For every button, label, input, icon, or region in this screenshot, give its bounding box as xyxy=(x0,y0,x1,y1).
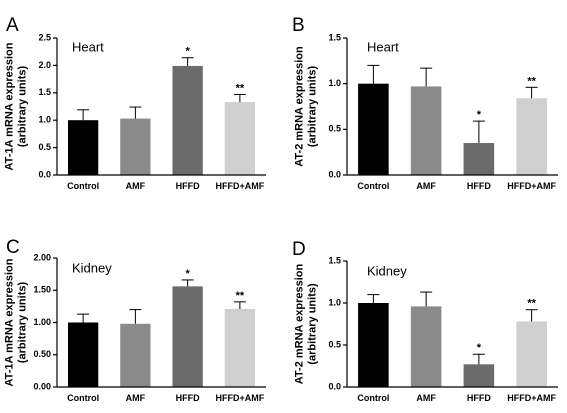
panel-letter: D xyxy=(292,239,306,260)
bar-hffd xyxy=(172,286,203,387)
x-tick-label: HFFD+AMF xyxy=(507,393,556,403)
x-tick-label: AMF xyxy=(416,393,436,403)
y-tick-label: 1.0 xyxy=(38,115,51,125)
bar-hffd xyxy=(172,65,203,175)
chart-title: Heart xyxy=(72,39,104,54)
chart-panel-b: B Heart AT-2 mRNA expression(arbitrary uni… xyxy=(292,15,558,191)
x-tick-label: AMF xyxy=(416,181,436,191)
y-axis-label: AT-1A mRNA expression(arbitrary units) xyxy=(4,42,29,170)
y-tick-label: 0.5 xyxy=(328,339,341,349)
x-tick-label: HFFD xyxy=(467,181,491,191)
x-tick-label: HFFD xyxy=(176,393,200,403)
y-tick-label: 1.5 xyxy=(38,87,51,97)
x-tick-label: Control xyxy=(67,393,99,403)
significance-marker: ** xyxy=(236,82,245,94)
significance-marker: ** xyxy=(527,298,536,310)
y-tick-label: 1.50 xyxy=(33,285,51,295)
bar-hffd-amf xyxy=(224,308,256,387)
y-tick-label: 1.0 xyxy=(328,297,341,307)
y-tick-label: 0.00 xyxy=(33,381,51,391)
bar-hffd-amf xyxy=(516,321,547,387)
bar-control xyxy=(67,120,99,175)
y-tick-label: 2.00 xyxy=(33,252,51,262)
bar-hffd xyxy=(463,143,495,175)
significance-marker: ** xyxy=(236,290,245,302)
significance-marker: ** xyxy=(527,75,536,87)
bar-amf xyxy=(120,323,151,387)
x-tick-label: HFFD+AMF xyxy=(507,181,556,191)
bar-amf xyxy=(410,306,442,387)
bar-amf xyxy=(120,118,151,175)
chart-title: Kidney xyxy=(367,263,407,278)
y-axis-label: AT-2 mRNA expression(arbitrary units) xyxy=(294,264,319,385)
panel-letter: C xyxy=(6,237,20,258)
chart-title: Kidney xyxy=(72,260,112,275)
y-tick-label: 1.5 xyxy=(328,32,341,42)
x-tick-label: HFFD xyxy=(467,393,491,403)
significance-marker: * xyxy=(477,109,482,121)
x-tick-label: AMF xyxy=(126,393,146,403)
y-axis-label: AT-1A mRNA expression(arbitrary units) xyxy=(4,258,29,386)
y-tick-label: 0.0 xyxy=(328,381,341,391)
panel-letter: A xyxy=(6,15,19,36)
bar-control xyxy=(67,322,99,387)
y-tick-label: 0.0 xyxy=(38,169,51,179)
x-tick-label: Control xyxy=(67,181,99,191)
y-tick-label: 2.0 xyxy=(38,60,51,70)
x-tick-label: Control xyxy=(357,181,389,191)
y-tick-label: 1.0 xyxy=(328,78,341,88)
y-tick-label: 0.0 xyxy=(328,169,341,179)
y-tick-label: 0.5 xyxy=(328,124,341,134)
x-tick-label: Control xyxy=(357,393,389,403)
y-tick-label: 1.5 xyxy=(328,255,341,265)
x-tick-label: HFFD xyxy=(176,181,200,191)
bar-hffd-amf xyxy=(516,98,547,175)
significance-marker: * xyxy=(477,342,482,354)
chart-title: Heart xyxy=(367,39,399,54)
y-tick-label: 0.5 xyxy=(38,142,51,152)
bar-control xyxy=(358,83,389,175)
bar-control xyxy=(358,303,389,387)
chart-panel-a: A Heart AT-1A mRNA expression(arbitrary un… xyxy=(4,15,266,191)
x-tick-label: HFFD+AMF xyxy=(216,393,265,403)
x-tick-label: AMF xyxy=(126,181,146,191)
x-tick-label: HFFD+AMF xyxy=(216,181,265,191)
y-tick-label: 2.5 xyxy=(38,32,51,42)
significance-marker: * xyxy=(185,46,190,58)
bar-hffd xyxy=(463,364,495,387)
bar-amf xyxy=(410,86,442,175)
y-tick-label: 0.50 xyxy=(33,349,51,359)
chart-panel-c: C Kidney AT-1A mRNA expression(arbitrary u… xyxy=(4,237,266,403)
bar-hffd-amf xyxy=(224,102,256,175)
y-tick-label: 1.00 xyxy=(33,317,51,327)
significance-marker: * xyxy=(185,268,190,280)
chart-panel-d: D Kidney AT-2 mRNA expression(arbitrary un… xyxy=(292,239,558,403)
panel-letter: B xyxy=(292,15,305,36)
y-axis-label: AT-2 mRNA expression(arbitrary units) xyxy=(294,46,319,167)
